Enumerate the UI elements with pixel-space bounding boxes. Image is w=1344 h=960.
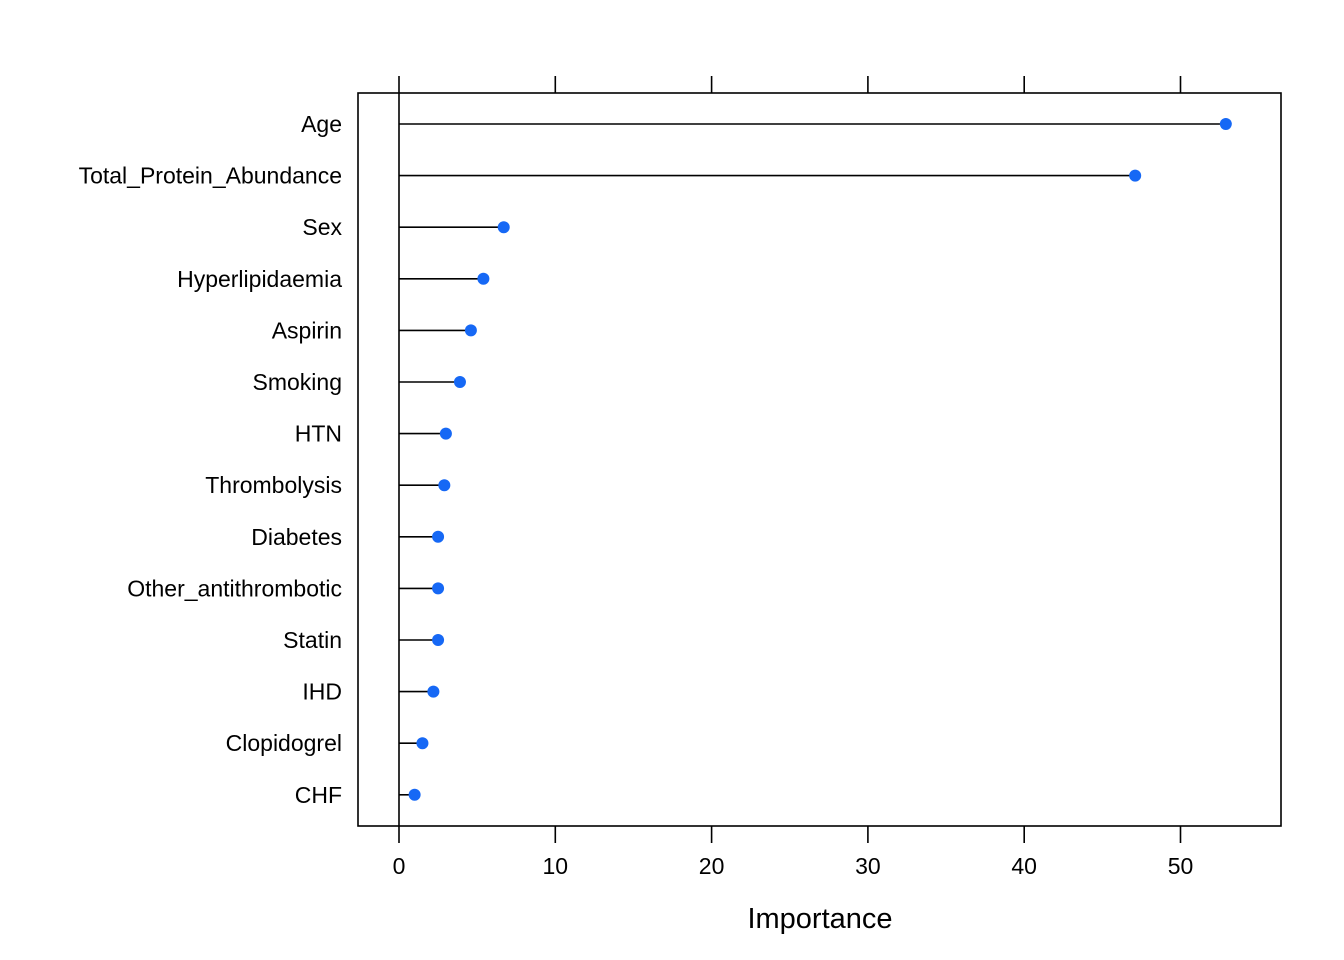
- importance-point: [464, 324, 477, 337]
- category-label: Statin: [283, 627, 342, 653]
- x-tick-label: 50: [1168, 853, 1194, 879]
- category-label: HTN: [295, 421, 342, 447]
- category-label: Thrombolysis: [205, 472, 342, 498]
- category-label: Diabetes: [251, 524, 342, 550]
- importance-point: [416, 737, 429, 750]
- x-tick-label: 30: [855, 853, 881, 879]
- category-label: Sex: [302, 214, 342, 240]
- importance-point: [477, 272, 490, 285]
- x-axis-title: Importance: [747, 903, 892, 935]
- importance-point: [427, 685, 440, 698]
- category-label: Smoking: [253, 369, 342, 395]
- category-label: Total_Protein_Abundance: [79, 163, 342, 189]
- importance-series: [399, 118, 1232, 801]
- importance-point: [1219, 118, 1232, 130]
- category-label: Other_antithrombotic: [127, 575, 342, 601]
- top-axis-ticks: [398, 76, 1182, 93]
- importance-point: [439, 427, 452, 440]
- importance-point: [1129, 169, 1142, 182]
- plot-frame: [357, 92, 1282, 827]
- x-tick-label: 40: [1011, 853, 1037, 879]
- category-labels: Age Total_Protein_Abundance Sex Hyperlipida…: [79, 111, 343, 808]
- category-label: Age: [301, 111, 342, 137]
- x-tick-label: 20: [699, 853, 725, 879]
- importance-point: [438, 479, 451, 492]
- importance-point: [497, 221, 510, 234]
- importance-point: [432, 634, 445, 646]
- category-label: IHD: [302, 679, 342, 705]
- importance-point: [432, 582, 445, 595]
- importance-point: [453, 376, 466, 388]
- x-tick-label: 10: [543, 853, 569, 879]
- category-label: Clopidogrel: [226, 730, 342, 756]
- importance-point: [408, 788, 421, 801]
- x-tick-label: 0: [393, 853, 406, 879]
- category-label: Hyperlipidaemia: [177, 266, 342, 292]
- importance-point: [432, 530, 445, 543]
- category-label: CHF: [295, 782, 342, 808]
- bottom-axis-ticks: 0 10 20 30 40 50: [393, 826, 1194, 879]
- category-label: Aspirin: [272, 317, 342, 343]
